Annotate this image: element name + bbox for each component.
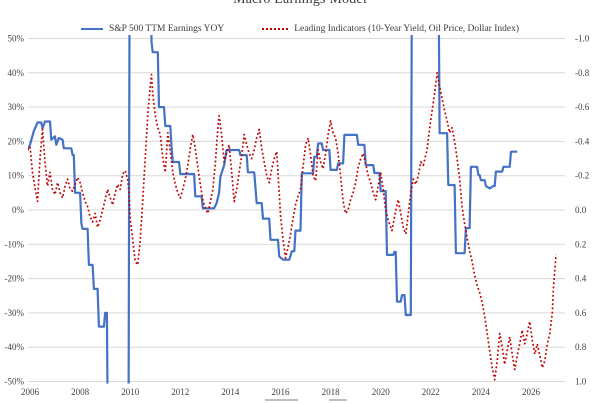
right-axis-tick: 1.0 [575,377,587,387]
left-axis-tick: 40% [8,68,25,78]
right-axis-tick: -0.2 [575,171,589,181]
right-axis-tick: -0.4 [575,136,590,146]
x-axis-tick: 2024 [472,387,491,397]
x-axis-tick: 2016 [272,387,291,397]
blue-line-swatch-icon [80,28,103,30]
x-axis-tick: 2018 [322,387,341,397]
left-axis-tick: -30% [5,308,25,318]
left-axis-tick: -20% [5,274,25,284]
right-axis-tick: 0.4 [575,274,587,284]
left-axis-tick: -50% [5,377,25,387]
series-sp500-earnings [28,35,518,384]
right-axis-tick: -0.6 [575,102,590,112]
chart-legend: S&P 500 TTM Earnings YOY Leading Indicat… [0,24,600,34]
left-axis-tick: 10% [8,171,25,181]
left-axis-tick: -10% [5,239,25,249]
right-axis-tick: 0.0 [575,205,587,215]
legend-item-sp500-earnings: S&P 500 TTM Earnings YOY [80,24,225,34]
x-axis-tick: 2026 [522,387,541,397]
right-axis-tick: 0.6 [575,308,587,318]
left-axis-tick: 20% [8,136,25,146]
red-dotted-swatch-icon [262,28,289,30]
legend-label-leading-indicators: Leading Indicators (10-Year Yield, Oil P… [294,24,519,34]
left-axis-tick: 50% [8,34,25,44]
left-axis-tick: 0% [12,205,25,215]
x-axis-tick: 2012 [171,387,189,397]
gridlines [28,38,565,382]
x-axis-tick: 2010 [121,387,140,397]
left-axis-tick: -40% [5,342,25,352]
series-leading-indicators [28,71,557,381]
right-axis-tick: -1.0 [575,34,590,44]
x-axis-tick: 2014 [221,387,240,397]
left-axis-tick: 30% [8,102,25,112]
x-axis-tick: 2006 [21,387,40,397]
x-axis-tick: 2022 [422,387,440,397]
right-axis-tick: 0.2 [575,239,586,249]
legend-item-leading-indicators: Leading Indicators (10-Year Yield, Oil P… [262,24,519,34]
x-axis-tick: 2020 [372,387,391,397]
legend-label-sp500: S&P 500 TTM Earnings YOY [108,24,225,34]
x-axis-tick: 2008 [71,387,90,397]
clipped-text-fragment [265,399,298,401]
clipped-text-fragment [329,399,347,401]
right-axis-tick: 0.8 [575,342,587,352]
chart-title: Macro Earnings Model [0,0,600,8]
right-axis-tick: -0.8 [575,68,590,78]
axis-labels: 50% -1.0 40% -0.8 30% -0.6 20% -0.4 10% -0.2 0% 0.0… [5,34,590,398]
